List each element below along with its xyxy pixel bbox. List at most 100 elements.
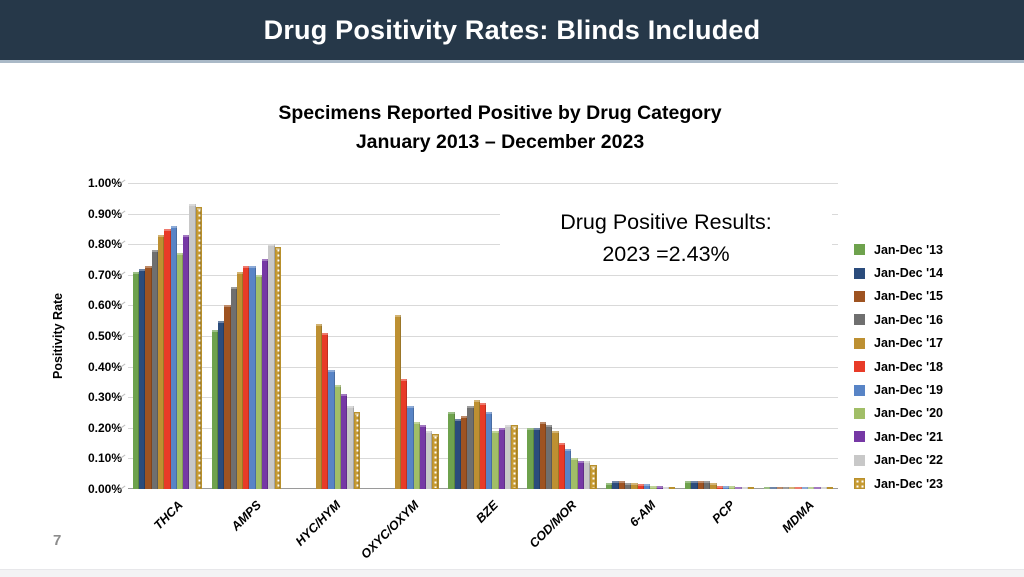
page-number: 7 bbox=[53, 532, 62, 549]
y-axis-tick-label: 0.50% bbox=[87, 329, 122, 343]
gridline bbox=[128, 366, 838, 368]
legend-label: Jan-Dec '13 bbox=[874, 242, 943, 257]
bar bbox=[618, 481, 626, 489]
bar bbox=[650, 486, 657, 489]
bar bbox=[334, 385, 341, 489]
legend-label: Jan-Dec '22 bbox=[874, 453, 943, 468]
gridline bbox=[128, 336, 838, 337]
bar bbox=[426, 431, 433, 489]
annotation-box: Drug Positive Results: 2023 =2.43% bbox=[500, 206, 832, 270]
bar bbox=[511, 425, 518, 489]
plot-area bbox=[117, 179, 838, 492]
bar bbox=[691, 481, 698, 489]
bar bbox=[340, 394, 348, 489]
bar bbox=[747, 487, 755, 489]
x-axis-label: 6-AM bbox=[627, 498, 659, 530]
bar bbox=[776, 487, 783, 489]
legend-item: Jan-Dec '23 bbox=[854, 472, 943, 495]
bar bbox=[801, 487, 808, 489]
bar bbox=[407, 406, 414, 489]
legend: Jan-Dec '13 Jan-Dec '14 Jan-Dec '15 Jan-Dec… bbox=[854, 238, 943, 495]
bar bbox=[656, 486, 663, 489]
page-title: Drug Positivity Rates: Blinds Included bbox=[263, 14, 761, 45]
bar bbox=[315, 324, 323, 489]
legend-swatch-icon bbox=[854, 290, 865, 302]
bar-group-AMPS bbox=[207, 183, 286, 489]
bar bbox=[527, 428, 534, 489]
bar bbox=[662, 487, 670, 489]
bar bbox=[492, 431, 499, 489]
bar bbox=[243, 266, 250, 489]
bar bbox=[722, 486, 730, 489]
bar bbox=[353, 412, 360, 489]
bar bbox=[394, 315, 401, 489]
bar bbox=[703, 481, 711, 489]
y-axis-tick-label: 0.90% bbox=[87, 206, 122, 221]
legend-label: Jan-Dec '23 bbox=[874, 476, 943, 491]
legend-label: Jan-Dec '19 bbox=[874, 383, 943, 398]
legend-item: Jan-Dec '15 bbox=[854, 285, 943, 308]
gridline bbox=[128, 305, 838, 307]
y-axis-tick-label: 0.70% bbox=[87, 267, 122, 282]
legend-swatch-icon bbox=[854, 384, 865, 396]
bar bbox=[505, 425, 512, 489]
bar bbox=[558, 443, 566, 489]
x-axis-label: THCA bbox=[150, 498, 186, 533]
bar bbox=[460, 416, 468, 489]
annotation-line2: 2023 =2.43% bbox=[602, 242, 730, 266]
bar-group-BZE bbox=[444, 183, 523, 489]
bar bbox=[195, 207, 203, 489]
bar bbox=[735, 487, 742, 489]
bar bbox=[249, 266, 256, 489]
bar bbox=[625, 483, 632, 489]
bar bbox=[255, 275, 263, 489]
bar bbox=[176, 253, 184, 489]
x-axis-label: HYC/HYM bbox=[292, 498, 344, 549]
legend-label: Jan-Dec '21 bbox=[874, 429, 943, 444]
bar bbox=[224, 305, 231, 489]
bar bbox=[782, 487, 790, 489]
bar bbox=[565, 449, 572, 489]
bar bbox=[546, 425, 553, 489]
bar bbox=[826, 487, 834, 489]
y-axis-tick-label: 0.10% bbox=[87, 451, 122, 466]
legend-swatch-icon bbox=[854, 478, 865, 490]
gridline bbox=[128, 244, 838, 246]
legend-item: Jan-Dec '19 bbox=[854, 378, 943, 401]
bar bbox=[236, 272, 244, 489]
legend-label: Jan-Dec '15 bbox=[874, 289, 943, 304]
header-bar: Drug Positivity Rates: Blinds Included bbox=[0, 0, 1024, 63]
bar bbox=[432, 434, 439, 489]
legend-swatch-icon bbox=[854, 407, 865, 419]
x-axis-label: OXYC/OXYM bbox=[358, 498, 423, 562]
legend-item: Jan-Dec '20 bbox=[854, 402, 943, 425]
bar bbox=[132, 272, 140, 489]
gridline bbox=[128, 397, 838, 399]
bar bbox=[486, 412, 493, 489]
bar-group-HYC/HYM bbox=[286, 183, 365, 489]
y-axis-tick-label: 1.00% bbox=[87, 176, 122, 190]
chart-title-line1: Specimens Reported Positive by Drug Cate… bbox=[278, 102, 722, 124]
bar-group-PCP bbox=[680, 183, 759, 489]
bar bbox=[571, 458, 578, 489]
legend-swatch-icon bbox=[854, 244, 865, 256]
bar bbox=[467, 406, 474, 489]
bar bbox=[151, 250, 158, 489]
bar-group-THCA bbox=[128, 183, 207, 489]
legend-swatch-icon bbox=[854, 337, 865, 349]
x-axis-label: PCP bbox=[709, 498, 738, 527]
bar bbox=[795, 487, 802, 489]
x-axis-label: BZE bbox=[473, 498, 501, 526]
y-axis-tick-label: 0.80% bbox=[87, 237, 122, 252]
bar bbox=[454, 419, 461, 489]
bar bbox=[328, 370, 335, 489]
y-axis-tick-label: 0.40% bbox=[87, 359, 122, 374]
bar bbox=[211, 330, 218, 489]
bar bbox=[262, 259, 269, 489]
bar bbox=[533, 428, 540, 489]
legend-label: Jan-Dec '20 bbox=[874, 406, 943, 421]
bar bbox=[347, 406, 354, 489]
bar bbox=[669, 487, 676, 489]
bar bbox=[590, 465, 597, 489]
bar bbox=[419, 425, 427, 489]
